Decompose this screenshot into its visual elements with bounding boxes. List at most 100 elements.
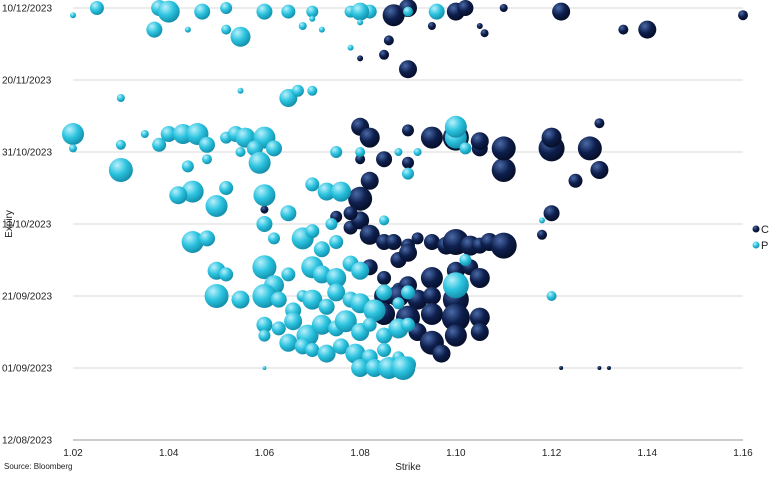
bubble-p [152, 137, 167, 152]
bubble-c [594, 118, 605, 129]
bubble-c [432, 344, 451, 363]
source-note: Source: Bloomberg [4, 462, 73, 471]
bubble-p [394, 148, 403, 156]
bubble-c [476, 23, 483, 29]
bubble-p [317, 182, 336, 201]
bubble-p [280, 205, 297, 222]
bubble-p [351, 261, 370, 280]
bubble-p [459, 254, 472, 266]
bubble-c [399, 243, 417, 262]
bubble-p [256, 216, 273, 232]
bubble-p [266, 140, 282, 157]
bubble-c [607, 366, 611, 370]
bubble-p [403, 6, 413, 17]
bubble-p [70, 12, 76, 19]
bubble-p [326, 268, 347, 288]
bubble-c [260, 205, 269, 214]
bubble-c [541, 127, 562, 148]
bubble-p [115, 139, 126, 150]
bubble-p [333, 338, 349, 355]
bubble-p [258, 329, 271, 342]
bubble-c [385, 234, 402, 250]
bubble-c [441, 303, 470, 332]
bubble-p [157, 0, 180, 23]
bubble-p [347, 44, 354, 51]
x-tick-label: 1.08 [350, 448, 370, 459]
bubble-p [305, 343, 320, 357]
bubble-p [329, 235, 344, 249]
y-tick-label: 20/11/2023 [2, 76, 52, 87]
bubble-p [284, 312, 303, 331]
bubble-c [499, 4, 508, 12]
bubble-p [413, 148, 422, 156]
bubble-c [577, 136, 602, 161]
bubble-p [327, 283, 346, 302]
bubble-p [442, 272, 469, 299]
bubble-p [362, 317, 377, 332]
y-tick-label: 01/09/2023 [2, 364, 52, 375]
bubble-c [444, 324, 467, 347]
bubble-p [194, 3, 211, 20]
x-tick-label: 1.16 [733, 448, 753, 459]
bubble-c [470, 323, 489, 341]
bubble-p [202, 154, 212, 165]
bubble-p [262, 366, 267, 370]
bubble-c [738, 10, 748, 21]
bubble-c [423, 234, 440, 250]
bubble-c [490, 232, 517, 259]
bubble-p [392, 297, 405, 310]
bubble-p [199, 230, 215, 247]
legend-label-p: P [761, 240, 768, 252]
bubble-p [181, 231, 204, 253]
bubble-c [568, 173, 583, 188]
bubble-c [357, 55, 364, 62]
bubble-p [279, 333, 298, 352]
y-tick-label: 11/10/2023 [2, 220, 52, 231]
bubble-p [391, 356, 416, 380]
bubble-p [69, 144, 77, 153]
bubble-c [491, 136, 516, 161]
bubble-c [427, 22, 436, 30]
y-tick-label: 21/09/2023 [2, 292, 52, 303]
bubble-c [480, 29, 489, 38]
bubble-p [305, 224, 320, 239]
bubble-p [252, 284, 277, 308]
x-tick-label: 1.04 [159, 448, 179, 459]
bubble-p [253, 184, 276, 207]
bubble-p [108, 158, 133, 182]
legend: CP [752, 224, 769, 252]
bubble-c [343, 206, 358, 221]
bubbles [62, 0, 748, 380]
bubble-p [325, 218, 338, 230]
bubble-p [248, 151, 271, 174]
bubble-c [377, 271, 392, 285]
y-tick-label: 10/12/2023 [2, 4, 52, 15]
y-tick-labels: 10/12/2023 20/11/2023 31/10/2023 11/10/2023… [2, 4, 52, 447]
bubble-c [618, 24, 629, 35]
bubble-c [420, 267, 443, 289]
bubble-p [334, 310, 357, 333]
y-axis-title: Expiry [4, 210, 15, 238]
bubble-p [307, 85, 318, 96]
x-tick-label: 1.12 [542, 448, 562, 459]
bubble-p [270, 291, 287, 308]
bubble-p [376, 284, 393, 301]
bubble-c [469, 307, 490, 328]
bubble-c [638, 20, 657, 39]
bubble-p [181, 160, 194, 173]
bubble-c [359, 224, 380, 245]
bubble-p [181, 180, 204, 203]
bubble-c [359, 127, 380, 148]
bubble-p [220, 2, 233, 14]
bubble-p [116, 94, 125, 102]
bubble-c [402, 156, 414, 169]
bubble-p [221, 24, 232, 35]
bubble-c [399, 60, 417, 79]
bubble-p [62, 123, 84, 145]
bubble-c [360, 171, 379, 190]
bubble-c [470, 132, 489, 151]
bubble-p [230, 26, 251, 47]
bubble-p [351, 2, 370, 21]
bubble-p [237, 87, 244, 94]
bubble-c [559, 366, 564, 370]
